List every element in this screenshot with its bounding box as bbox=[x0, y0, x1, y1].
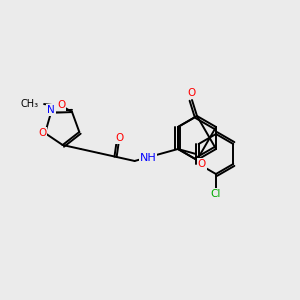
Text: N: N bbox=[47, 105, 55, 115]
Text: O: O bbox=[187, 88, 195, 98]
Text: CH₃: CH₃ bbox=[21, 99, 39, 109]
Text: O: O bbox=[38, 128, 46, 138]
Text: Cl: Cl bbox=[211, 189, 221, 199]
Text: NH: NH bbox=[140, 153, 156, 163]
Text: O: O bbox=[57, 100, 65, 110]
Text: O: O bbox=[198, 159, 206, 169]
Text: O: O bbox=[116, 133, 124, 143]
